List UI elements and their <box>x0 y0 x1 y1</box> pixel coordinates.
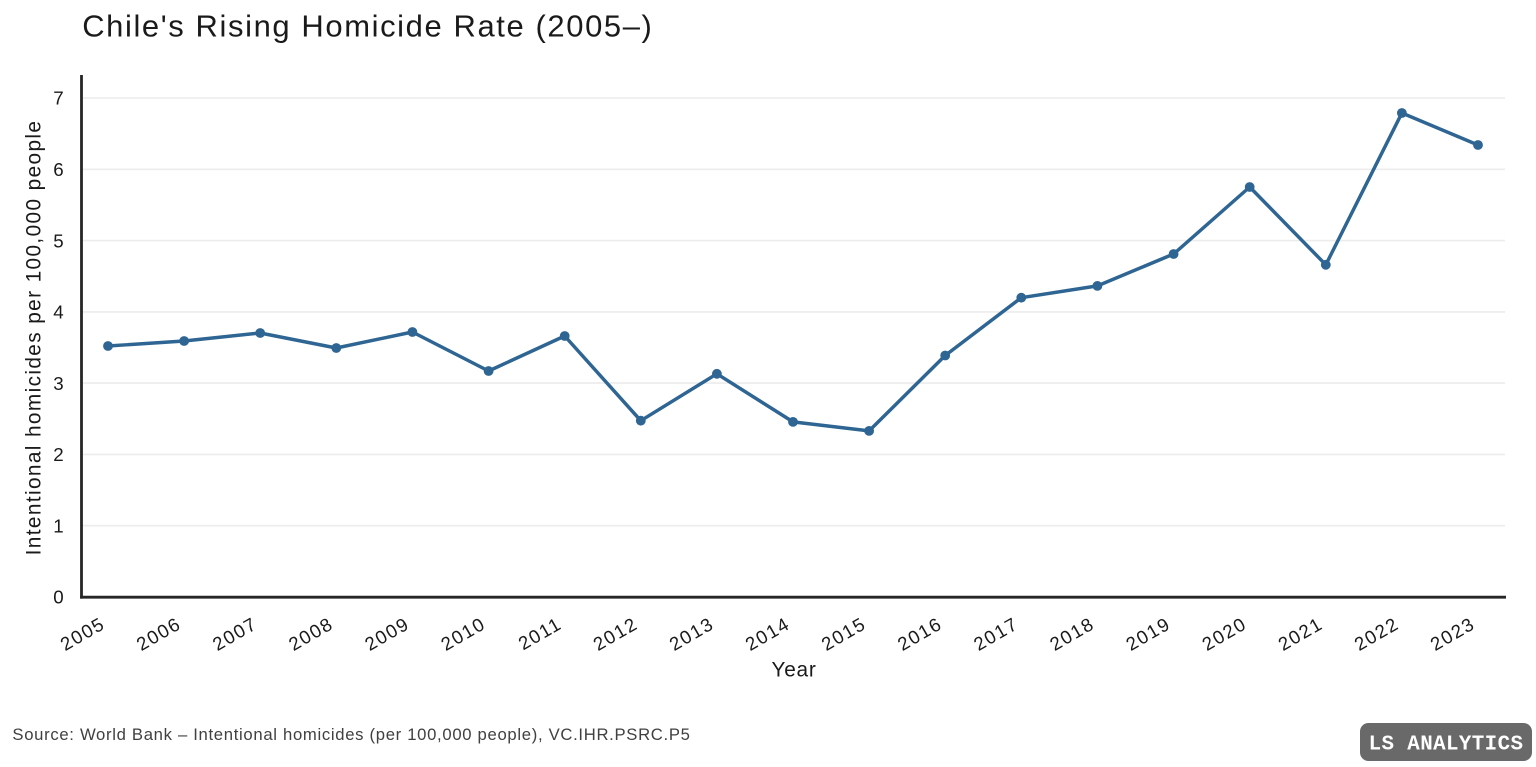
svg-text:Source: World Bank – Intention: Source: World Bank – Intentional homicid… <box>12 725 690 744</box>
svg-text:4: 4 <box>53 302 63 323</box>
svg-text:0: 0 <box>53 587 63 608</box>
svg-text:7: 7 <box>53 88 63 109</box>
svg-text:Year: Year <box>772 659 817 682</box>
svg-text:3: 3 <box>53 373 63 394</box>
svg-text:5: 5 <box>53 230 63 251</box>
svg-text:1: 1 <box>53 515 63 536</box>
svg-text:Chile's Rising Homicide Rate (: Chile's Rising Homicide Rate (2005–) <box>82 8 653 43</box>
svg-text:LS ANALYTICS: LS ANALYTICS <box>1369 734 1524 757</box>
svg-text:Intentional homicides per 100,: Intentional homicides per 100,000 people <box>23 120 46 556</box>
svg-text:2: 2 <box>53 444 63 465</box>
svg-text:6: 6 <box>53 159 63 180</box>
